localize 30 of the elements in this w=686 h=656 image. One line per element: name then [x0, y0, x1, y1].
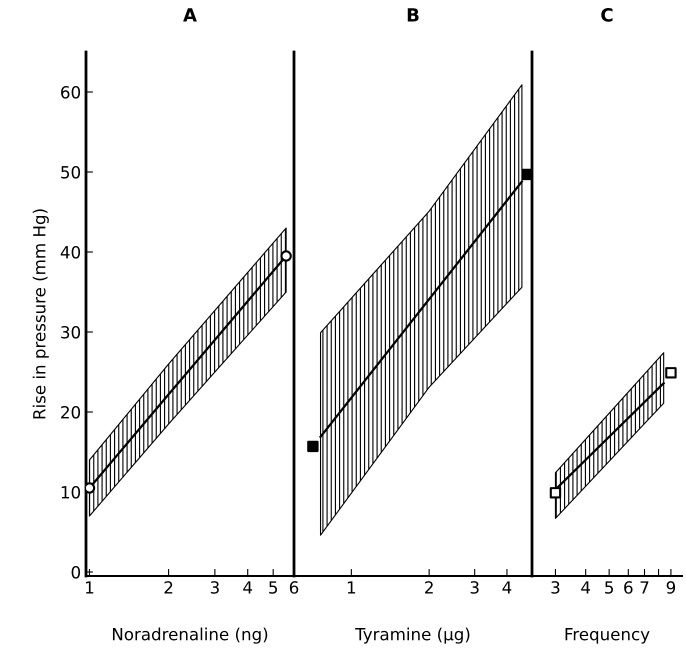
- x-tick-label: 4: [243, 581, 252, 594]
- x-tick-label: 5: [605, 581, 613, 594]
- y-axis-title: Rise in pressure (mm Hg): [32, 209, 49, 418]
- x-tick-label: 5: [269, 581, 278, 594]
- x-tick-label: 2: [425, 581, 433, 594]
- x-tick-label: 6: [290, 581, 298, 594]
- x-tick-label: 3: [470, 581, 479, 594]
- chart-title: C: [601, 8, 612, 22]
- x-axis-title: Noradrenaline (ng): [112, 628, 268, 644]
- x-tick-label: 9: [666, 581, 676, 594]
- x-tick-label: 3: [210, 581, 219, 594]
- x-tick-label: 7: [640, 581, 648, 594]
- y-tick-label: 60: [61, 86, 80, 99]
- y-tick-label: 10: [62, 486, 80, 499]
- y-tick-label: 40: [60, 246, 80, 259]
- y-tick-label: 20: [61, 406, 80, 419]
- y-tick-label: 30: [61, 326, 80, 339]
- x-axis-title: Tyramine (µg): [355, 628, 470, 644]
- x-tick-label: 1: [348, 581, 356, 594]
- x-tick-label: 4: [502, 581, 512, 594]
- x-tick-label: 4: [581, 581, 590, 594]
- x-tick-label: 6: [624, 581, 633, 594]
- x-tick-label: 2: [164, 581, 172, 594]
- y-tick-label: 50: [61, 166, 80, 179]
- chart-title: A: [183, 8, 197, 22]
- x-tick-label: 1: [86, 581, 94, 594]
- chart-title: B: [408, 8, 419, 22]
- y-tick-label: 0: [72, 566, 80, 579]
- x-tick-label: 3: [551, 581, 560, 594]
- x-axis-title: Frequency: [566, 628, 650, 644]
